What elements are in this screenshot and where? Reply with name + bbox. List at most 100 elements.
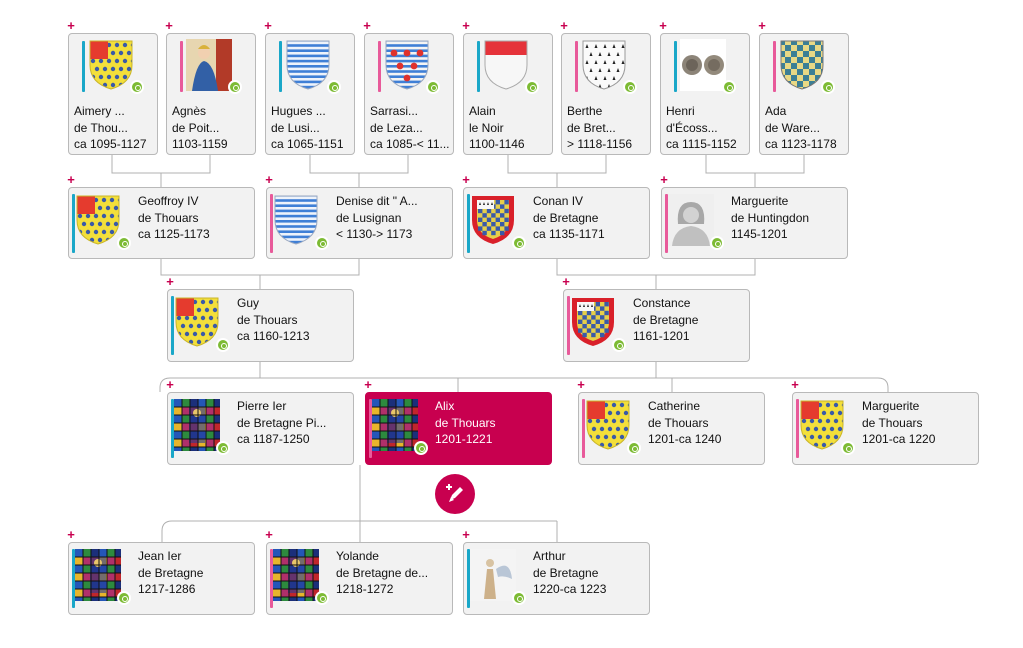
person-card[interactable]: Marguerite de Thouars 1201-ca 1220: [792, 392, 979, 465]
portrait-miniature-icon: [186, 39, 232, 91]
person-name: Denise dit " A...: [336, 194, 418, 208]
person-dates: > 1118-1156: [567, 137, 633, 151]
person-surname: de Thouars: [435, 415, 496, 430]
person-card[interactable]: Constance de Bretagne 1161-1201: [563, 289, 750, 362]
person-card[interactable]: Hugues ... de Lusi... ca 1065-1151: [265, 33, 355, 155]
person-card[interactable]: Agnès de Poit... 1103-1159: [166, 33, 256, 155]
person-card[interactable]: Denise dit " A... de Lusignan < 1130-> 117…: [266, 187, 453, 259]
person-surname: de Bretagne Pi...: [237, 415, 327, 430]
sources-badge-icon[interactable]: [216, 338, 230, 352]
person-name: Yolande: [336, 549, 379, 563]
expand-ancestor-button[interactable]: +: [165, 18, 173, 33]
person-card[interactable]: Arthur de Bretagne 1220-ca 1223: [463, 542, 650, 615]
sources-badge-icon[interactable]: [722, 80, 736, 94]
expand-ancestor-button[interactable]: +: [67, 527, 75, 542]
person-dates: 1145-1201: [731, 227, 788, 241]
expand-ancestor-button[interactable]: +: [166, 377, 174, 392]
sources-badge-icon[interactable]: [627, 441, 641, 455]
female-indicator: [270, 549, 273, 608]
sources-badge-icon[interactable]: [315, 236, 329, 250]
person-card[interactable]: Alain le Noir 1100-1146: [463, 33, 553, 155]
sources-badge-icon[interactable]: [426, 80, 440, 94]
expand-ancestor-button[interactable]: +: [562, 274, 570, 289]
person-card[interactable]: Geoffroy IV de Thouars ca 1125-1173: [68, 187, 255, 259]
expand-ancestor-button[interactable]: +: [577, 377, 585, 392]
expand-ancestor-button[interactable]: +: [462, 18, 470, 33]
person-name: Aimery ...: [74, 104, 125, 118]
person-card[interactable]: Conan IV de Bretagne ca 1135-1171: [463, 187, 650, 259]
sources-badge-icon[interactable]: [228, 80, 242, 94]
expand-ancestor-button[interactable]: +: [67, 18, 75, 33]
sources-badge-icon[interactable]: [327, 80, 341, 94]
sources-badge-icon[interactable]: [612, 338, 626, 352]
female-indicator: [575, 41, 578, 92]
person-dates: ca 1187-1250: [237, 432, 310, 446]
person-card[interactable]: Sarrasi... de Leza... ca 1085-< 11...: [364, 33, 454, 155]
expand-ancestor-button[interactable]: +: [660, 172, 668, 187]
person-name: Henri: [666, 104, 695, 118]
expand-ancestor-button[interactable]: +: [265, 172, 273, 187]
male-indicator: [467, 194, 470, 253]
expand-ancestor-button[interactable]: +: [462, 527, 470, 542]
expand-ancestor-button[interactable]: +: [264, 18, 272, 33]
sources-badge-icon[interactable]: [710, 236, 724, 250]
expand-ancestor-button[interactable]: +: [166, 274, 174, 289]
person-card[interactable]: Yolande de Bretagne de... 1218-1272: [266, 542, 453, 615]
expand-ancestor-button[interactable]: +: [265, 527, 273, 542]
person-info: Conan IV de Bretagne ca 1135-1171: [533, 193, 605, 243]
arms-ermine-icon: [581, 39, 627, 91]
person-info: Alain le Noir 1100-1146: [469, 103, 525, 153]
expand-ancestor-button[interactable]: +: [560, 18, 568, 33]
person-name: Sarrasi...: [370, 104, 419, 118]
male-indicator: [171, 296, 174, 355]
arms-red-white-icon: [483, 39, 529, 91]
sources-badge-icon[interactable]: [525, 80, 539, 94]
sources-badge-icon[interactable]: [841, 441, 855, 455]
sources-badge-icon[interactable]: [117, 591, 131, 605]
expand-ancestor-button[interactable]: +: [758, 18, 766, 33]
person-card[interactable]: Henri d'Écoss... ca 1115-1152: [660, 33, 750, 155]
arms-brittany-icon: [470, 194, 516, 250]
stained-glass-icon: [273, 549, 319, 605]
person-info: Sarrasi... de Leza... ca 1085-< 11...: [370, 103, 450, 153]
person-card[interactable]: Aimery ... de Thou... ca 1095-1127: [68, 33, 158, 155]
person-info: Jean Ier de Bretagne 1217-1286: [138, 548, 203, 598]
female-indicator: [180, 41, 183, 92]
person-surname: de Thouars: [648, 415, 709, 430]
person-card[interactable]: Ada de Ware... ca 1123-1178: [759, 33, 849, 155]
angel-figurine-icon: [470, 549, 516, 605]
expand-ancestor-button[interactable]: +: [363, 18, 371, 33]
male-indicator: [72, 194, 75, 253]
person-name: Alix: [435, 399, 455, 413]
arms-lezay-icon: [384, 39, 430, 91]
person-card[interactable]: Jean Ier de Bretagne 1217-1286: [68, 542, 255, 615]
person-card-selected[interactable]: Alix de Thouars 1201-1221: [365, 392, 552, 465]
person-surname: de Ware...: [765, 120, 820, 135]
edit-button[interactable]: [435, 474, 475, 514]
person-card[interactable]: Marguerite de Huntingdon 1145-1201: [661, 187, 848, 259]
person-name: Hugues ...: [271, 104, 326, 118]
sources-badge-icon[interactable]: [130, 80, 144, 94]
sources-badge-icon[interactable]: [414, 441, 428, 455]
sources-badge-icon[interactable]: [623, 80, 637, 94]
person-card[interactable]: Berthe de Bret... > 1118-1156: [561, 33, 651, 155]
person-card[interactable]: Guy de Thouars ca 1160-1213: [167, 289, 354, 362]
edit-pencil-icon: [446, 484, 463, 502]
sources-badge-icon[interactable]: [512, 236, 526, 250]
expand-ancestor-button[interactable]: +: [67, 172, 75, 187]
sources-badge-icon[interactable]: [216, 441, 230, 455]
expand-ancestor-button[interactable]: +: [659, 18, 667, 33]
expand-ancestor-button[interactable]: +: [791, 377, 799, 392]
arms-thouars-icon: [88, 39, 134, 91]
person-name: Marguerite: [731, 194, 789, 208]
person-info: Arthur de Bretagne 1220-ca 1223: [533, 548, 606, 598]
arms-thouars-icon: [75, 194, 121, 250]
expand-ancestor-button[interactable]: +: [462, 172, 470, 187]
person-card[interactable]: Pierre Ier de Bretagne Pi... ca 1187-1250: [167, 392, 354, 465]
sources-badge-icon[interactable]: [512, 591, 526, 605]
person-card[interactable]: Catherine de Thouars 1201-ca 1240: [578, 392, 765, 465]
sources-badge-icon[interactable]: [821, 80, 835, 94]
sources-badge-icon[interactable]: [315, 591, 329, 605]
sources-badge-icon[interactable]: [117, 236, 131, 250]
expand-ancestor-button[interactable]: +: [364, 377, 372, 392]
